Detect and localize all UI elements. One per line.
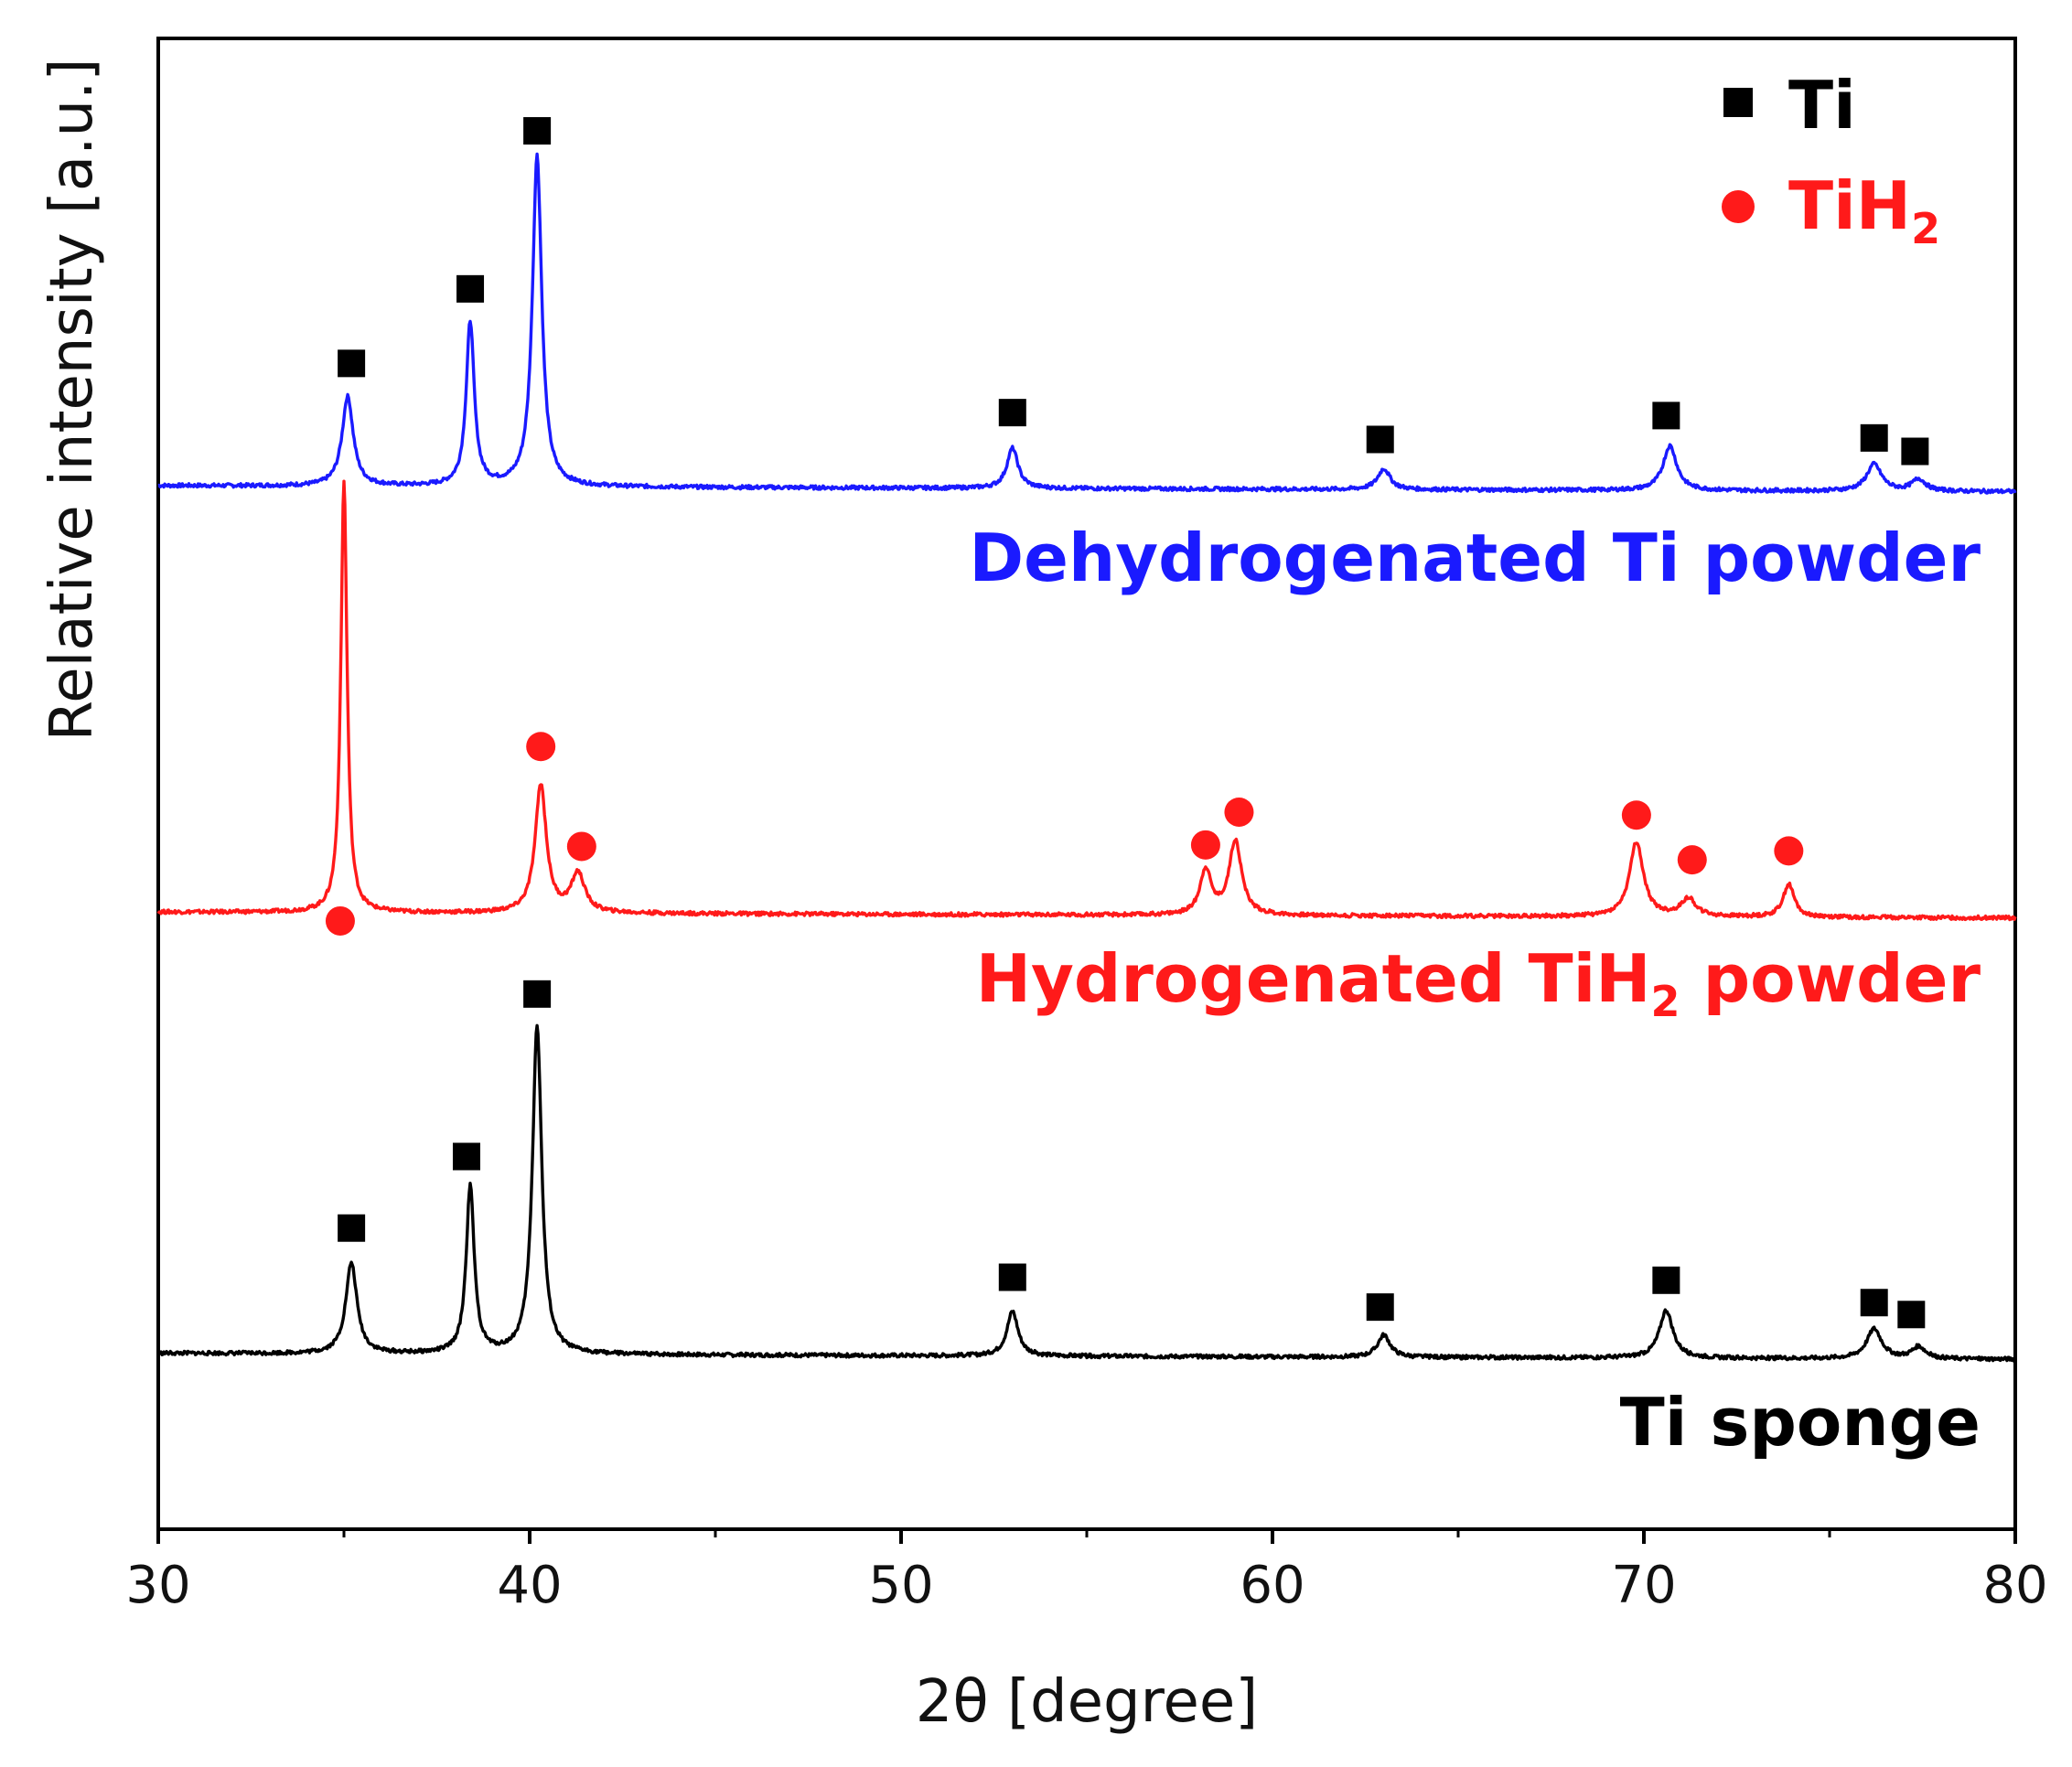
series-label-sub: 2 — [1651, 977, 1680, 1026]
ti-peak-marker — [1860, 423, 1888, 452]
legend-label-tih2: TiH2 — [1788, 167, 1940, 253]
series-label-tail: powder — [1680, 940, 1981, 1017]
ti-peak-marker — [338, 1214, 366, 1242]
marker-layer — [325, 117, 1929, 1329]
series-label-ti-sponge: Ti sponge — [1620, 1384, 1981, 1461]
x-tick-label-80: 80 — [1982, 1556, 2047, 1615]
legend-label-sub: 2 — [1911, 204, 1940, 253]
ti-peak-marker — [1860, 1289, 1888, 1317]
series-label-main: Ti sponge — [1620, 1384, 1981, 1461]
series-layer — [156, 152, 2017, 1363]
tih2-peak-marker — [1224, 797, 1254, 827]
legend: Ti TiH2 — [1722, 67, 1940, 253]
ti-peak-marker — [456, 274, 485, 303]
ti-peak-marker — [523, 980, 552, 1008]
series-line-1 — [156, 479, 2017, 922]
series-label-hydrogenated: Hydrogenated TiH2 powder — [976, 940, 1981, 1026]
tih2-peak-marker — [325, 905, 355, 936]
series-label-main: Hydrogenated TiH — [976, 940, 1651, 1017]
series-label-dehydrogenated: Dehydrogenated Ti powder — [969, 519, 1981, 596]
ti-peak-marker — [998, 1263, 1026, 1291]
x-tick-label-40: 40 — [497, 1556, 562, 1615]
ti-peak-marker — [1652, 402, 1680, 430]
tih2-peak-marker — [1190, 830, 1220, 860]
x-tick-label-50: 50 — [868, 1556, 933, 1615]
ti-peak-marker — [1901, 437, 1929, 466]
x-tick-label-60: 60 — [1240, 1556, 1304, 1615]
tih2-peak-marker — [1621, 800, 1651, 830]
legend-label-ti: Ti — [1788, 67, 1856, 144]
legend-label-main: Ti — [1788, 67, 1856, 144]
ti-peak-marker — [1652, 1266, 1680, 1294]
y-axis-title: Relative intensity [a.u.] — [38, 59, 106, 742]
ti-peak-marker — [1366, 425, 1394, 454]
ti-peak-marker — [998, 399, 1026, 427]
tih2-peak-marker — [1774, 836, 1804, 866]
ti-peak-marker — [523, 117, 552, 145]
ti-peak-marker — [1366, 1293, 1394, 1322]
tih2-peak-marker — [566, 831, 596, 862]
x-ticks: 30 40 50 60 70 80 — [125, 1529, 2048, 1615]
plot-frame — [156, 37, 2017, 1531]
ti-peak-marker — [338, 349, 366, 378]
x-axis-title: 2θ [degree] — [916, 1668, 1258, 1736]
x-tick-label-30: 30 — [125, 1556, 190, 1615]
legend-label-main: TiH — [1788, 167, 1911, 244]
series-line-0 — [157, 152, 2017, 495]
legend-marker-tih2 — [1722, 190, 1755, 223]
x-tick-label-70: 70 — [1611, 1556, 1676, 1615]
series-label-main: Dehydrogenated Ti powder — [969, 519, 1981, 596]
ti-peak-marker — [1897, 1301, 1926, 1329]
ti-peak-marker — [452, 1142, 480, 1171]
tih2-peak-marker — [526, 732, 556, 762]
tih2-peak-marker — [1677, 845, 1707, 875]
series-line-2 — [156, 1023, 2016, 1363]
legend-marker-ti — [1723, 88, 1753, 117]
